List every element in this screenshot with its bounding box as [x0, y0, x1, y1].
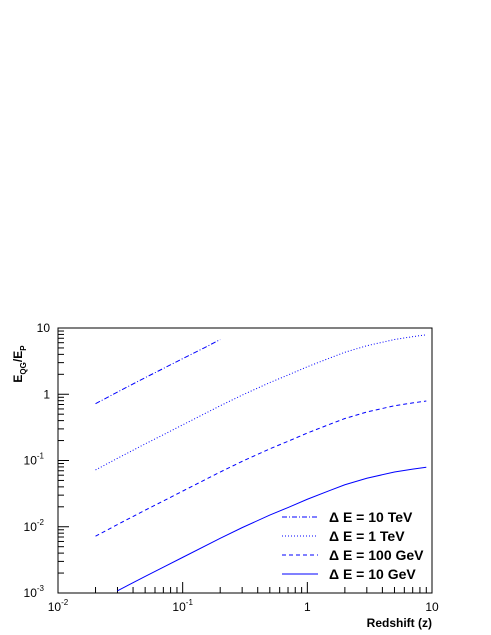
series-line — [117, 466, 427, 592]
y-tick-label: 10-2 — [24, 518, 45, 534]
y-tick-label: 1 — [43, 387, 50, 401]
x-tick-label: 10-1 — [172, 598, 193, 614]
y-tick-label: 10-3 — [24, 584, 45, 600]
axis-ticks — [57, 327, 433, 594]
legend: Δ E = 10 TeV Δ E = 1 TeV Δ E = 100 GeV Δ E … — [282, 509, 424, 582]
y-tick-label: 10 — [37, 321, 51, 335]
x-tick-label: 1 — [304, 600, 311, 614]
series-layer — [95, 334, 427, 592]
x-tick-label: 10-2 — [48, 598, 69, 614]
series-line — [95, 400, 427, 537]
x-axis-title: Redshift (z) — [367, 616, 432, 630]
series-line — [95, 339, 221, 405]
legend-label: Δ E = 100 GeV — [329, 547, 424, 563]
legend-label: Δ E = 10 TeV — [329, 509, 413, 525]
y-axis-title: EQG/EP — [11, 345, 28, 383]
legend-label: Δ E = 1 TeV — [329, 528, 405, 544]
legend-label: Δ E = 10 GeV — [329, 566, 416, 582]
y-tick-label: 10-1 — [24, 452, 45, 468]
series-line — [95, 334, 427, 471]
x-tick-label: 10 — [425, 600, 439, 614]
